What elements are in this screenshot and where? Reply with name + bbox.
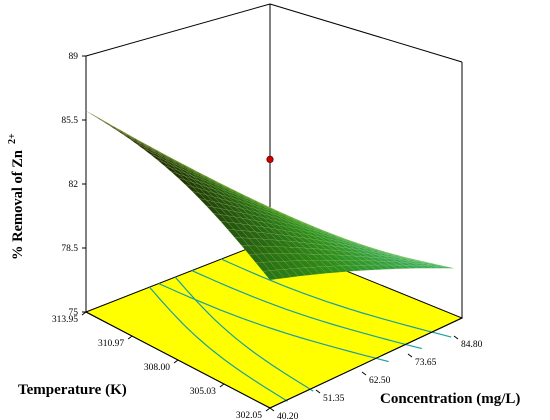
box-edge-top-left: [85, 3, 271, 57]
contour-line-2: [174, 276, 314, 392]
x-tick-label: 302.05: [236, 411, 262, 420]
axis-ticks: [81, 55, 459, 412]
z-tick-label: 75: [69, 308, 79, 318]
surface-cell: [128, 136, 143, 145]
x-tick: [265, 407, 271, 412]
contour-line-1: [149, 286, 288, 402]
z-axis-title: % Removal of Zn 2+: [7, 133, 26, 260]
response-surface: [85, 110, 455, 281]
surface-cell: [114, 128, 129, 137]
y-tick: [407, 353, 413, 358]
y-tick-label: 73.65: [415, 358, 437, 368]
y-tick: [315, 389, 321, 394]
y-tick-label: 51.35: [323, 394, 345, 404]
x-tick: [173, 359, 179, 364]
z-tick-label: 85.5: [61, 116, 78, 126]
floor-edge-concentration: [269, 317, 463, 409]
y-axis-title: Concentration (mg/L): [380, 391, 520, 407]
z-tick-label: 89: [69, 52, 79, 62]
surface-cell: [107, 123, 122, 133]
x-tick: [127, 335, 133, 340]
z-tick-label: 78.5: [61, 244, 78, 254]
z-axis-title-main: % Removal of Zn: [10, 150, 26, 260]
contour-line-3: [158, 283, 389, 363]
surface-cell: [121, 132, 136, 141]
box-edge-top-right: [269, 3, 463, 63]
x-tick-label: 305.03: [190, 387, 216, 397]
contour-line-4: [191, 270, 422, 350]
y-tick-label: 40.20: [277, 412, 299, 420]
y-tick: [361, 371, 367, 376]
y-tick: [453, 335, 459, 340]
x-tick-label: 308.00: [144, 363, 170, 373]
x-tick-label: 313.95: [52, 315, 78, 325]
z-axis-title-superscript: 2+: [7, 133, 18, 144]
contour-lines: [149, 258, 452, 402]
y-tick-label: 62.50: [369, 376, 391, 386]
x-tick: [219, 383, 225, 388]
surface-cell: [262, 270, 278, 281]
design-point-marker: [266, 155, 274, 163]
y-tick-label: 84.80: [461, 340, 483, 350]
x-axis-title: Temperature (K): [18, 382, 127, 398]
x-tick: [81, 311, 87, 316]
contour-line-5: [220, 258, 452, 338]
x-tick-label: 310.97: [98, 339, 124, 349]
z-tick-label: 82: [69, 180, 79, 190]
y-tick: [269, 407, 275, 412]
axis-labels: 75 78.5 82 85.5 89 313.95 310.97 308.00 305.03 30…: [52, 52, 483, 420]
